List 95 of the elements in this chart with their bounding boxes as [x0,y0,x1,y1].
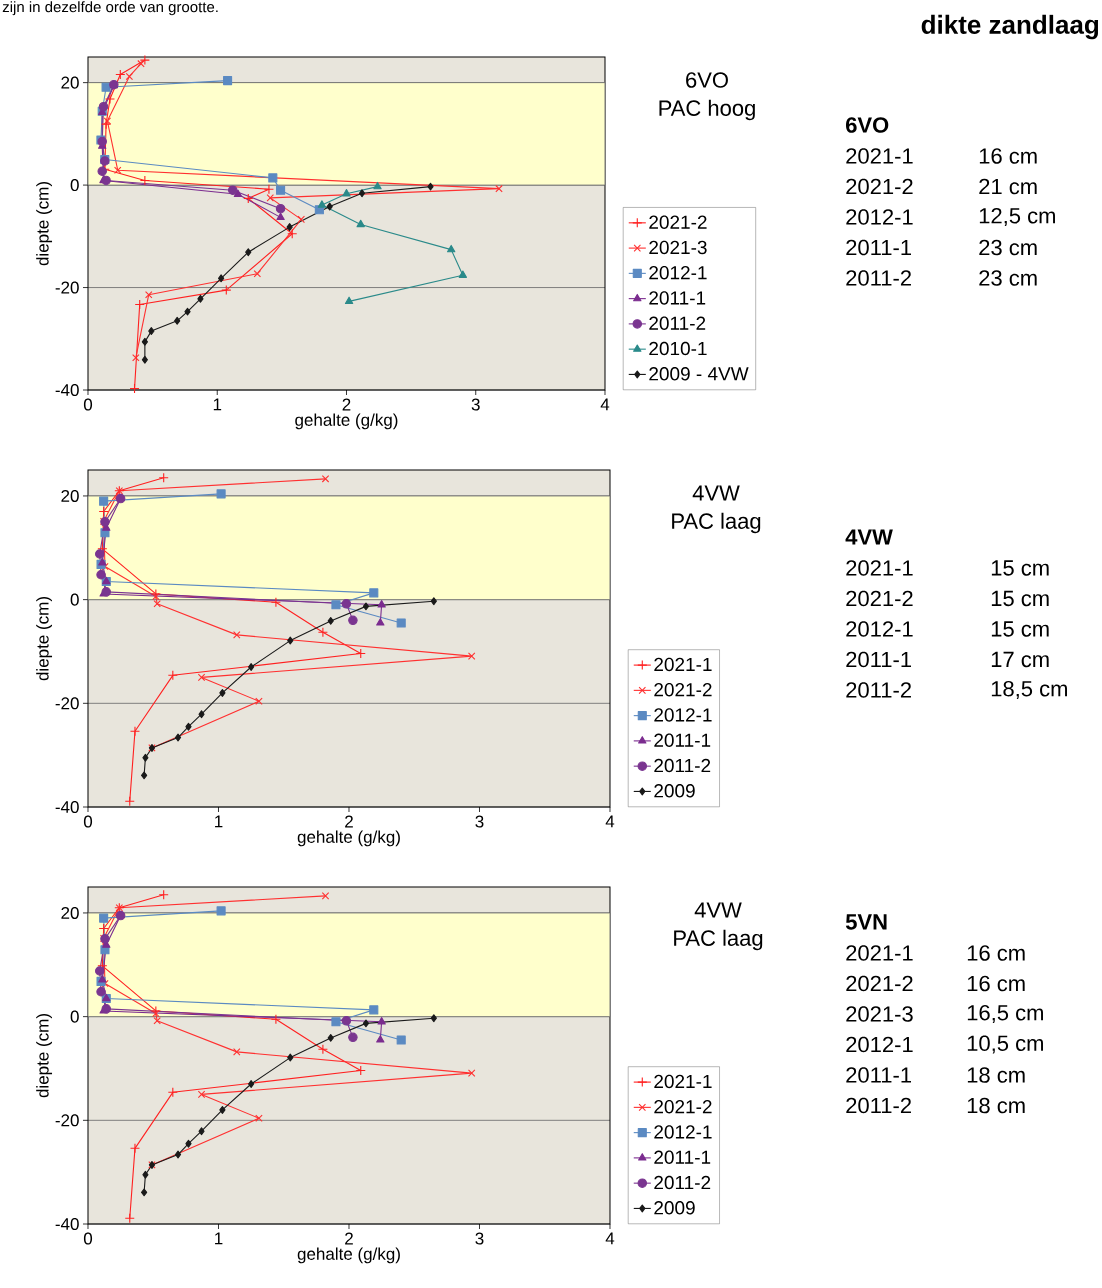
text: 15 cm [991,560,1049,576]
text: 2021-2 [846,975,913,992]
text: 23 cm [979,270,1037,286]
legend-label: 2021-1 [654,1074,712,1089]
legend-label: 2021-1 [654,657,712,672]
legend-label: 2021-3 [649,240,707,255]
text: 16,5 cm [967,1004,1043,1024]
text: 23 cm [979,239,1037,256]
y-axis-title: diepte (cm) [36,597,53,681]
text: 12,5 cm [979,207,1055,227]
y-tick-label: 20 [61,76,79,89]
text: 2011-2 [846,682,911,698]
text: 18,5 cm [991,680,1067,700]
y-tick-label: 0 [70,179,79,192]
legend-label: 2012-1 [654,1125,712,1139]
legend-label: 2021-2 [654,682,712,697]
y-tick-label: -40 [55,800,79,814]
y-tick-label: -20 [55,281,79,294]
legend-label: 2011-1 [654,733,711,747]
text: PAC laag [672,512,761,534]
y-axis-title: diepte (cm) [36,1014,53,1098]
y-tick-label: 20 [61,906,79,919]
legend-label: 2012-1 [654,708,712,722]
text: 2012-1 [846,209,913,225]
x-tick-label: 2 [345,1232,353,1245]
text: 2011-1 [846,239,911,256]
y-tick-label: -40 [55,1217,79,1231]
text: 2021-2 [846,590,913,607]
text: dikte zandlaag [921,14,1099,40]
x-axis-title: gehalte (g/kg) [297,830,400,847]
text: 2012-1 [846,621,913,637]
text: 2021-1 [846,148,913,164]
text: 6VO [846,117,889,133]
text: 2021-1 [846,945,913,961]
text: 4VW [692,485,740,501]
x-tick-label: 2 [342,398,351,411]
legend-label: 2011-2 [654,1175,711,1190]
text: 2021-3 [846,1006,913,1022]
text: 2021-1 [846,560,913,576]
text: 16 cm [967,975,1025,992]
x-tick-label: 3 [471,398,480,411]
y-tick-label: -20 [55,1114,79,1127]
text: 4VW [694,902,742,918]
x-tick-label: 0 [83,1232,93,1245]
text: 10,5 cm [967,1035,1043,1054]
legend-label: 2011-1 [649,291,706,305]
y-tick-label: -40 [55,383,79,397]
x-tick-label: 4 [605,1232,615,1245]
y-tick-label: 20 [61,489,79,502]
text: 15 cm [991,621,1049,637]
x-tick-label: 0 [83,815,93,828]
x-axis-title: gehalte (g/kg) [295,413,398,430]
y-axis-title: diepte (cm) [36,182,53,266]
text: 2011-2 [846,270,911,286]
legend-label: 2021-2 [654,1099,712,1114]
legend-label: 2009 - 4VW [649,367,749,381]
text: 2021-2 [846,178,913,195]
legend-label: 2010-1 [649,341,707,356]
text: 16 cm [979,148,1037,164]
y-tick-label: 0 [70,1010,79,1023]
text: 18 cm [967,1067,1025,1083]
text: 5VN [845,914,887,930]
text: PAC laag [674,929,763,951]
text: 6VO [686,72,728,88]
x-tick-label: 3 [475,815,484,828]
x-tick-label: 1 [213,398,222,411]
text: 2011-2 [846,1097,911,1114]
x-tick-label: 0 [83,398,93,411]
y-tick-label: 0 [70,593,79,606]
text: zijn in dezelfde orde van grootte. [2,1,218,16]
text: 21 cm [979,178,1037,195]
x-tick-label: 2 [345,815,353,828]
legend-label: 2009 [654,1201,695,1215]
x-tick-label: 4 [605,815,615,828]
legend-label: 2011-2 [654,758,711,773]
legend-label: 2012-1 [649,265,707,280]
x-tick-label: 3 [475,1232,484,1245]
legend-label: 2009 [654,784,695,798]
legend-label: 2021-2 [649,215,707,229]
x-tick-label: 4 [600,398,610,411]
text: 2011-1 [846,1067,911,1083]
legend-label: 2011-1 [654,1150,711,1164]
x-axis-title: gehalte (g/kg) [297,1247,400,1264]
text: 16 cm [967,945,1025,961]
y-tick-label: -20 [55,697,79,710]
text: 2011-1 [846,651,911,668]
text: 4VW [845,529,893,545]
text: PAC hoog [659,99,755,121]
legend-label: 2011-2 [649,316,706,330]
text: 17 cm [991,651,1049,668]
text: 18 cm [967,1097,1025,1114]
text: 15 cm [991,590,1049,607]
x-tick-label: 1 [215,815,223,828]
x-tick-label: 1 [215,1232,223,1245]
text: 2012-1 [846,1036,913,1053]
